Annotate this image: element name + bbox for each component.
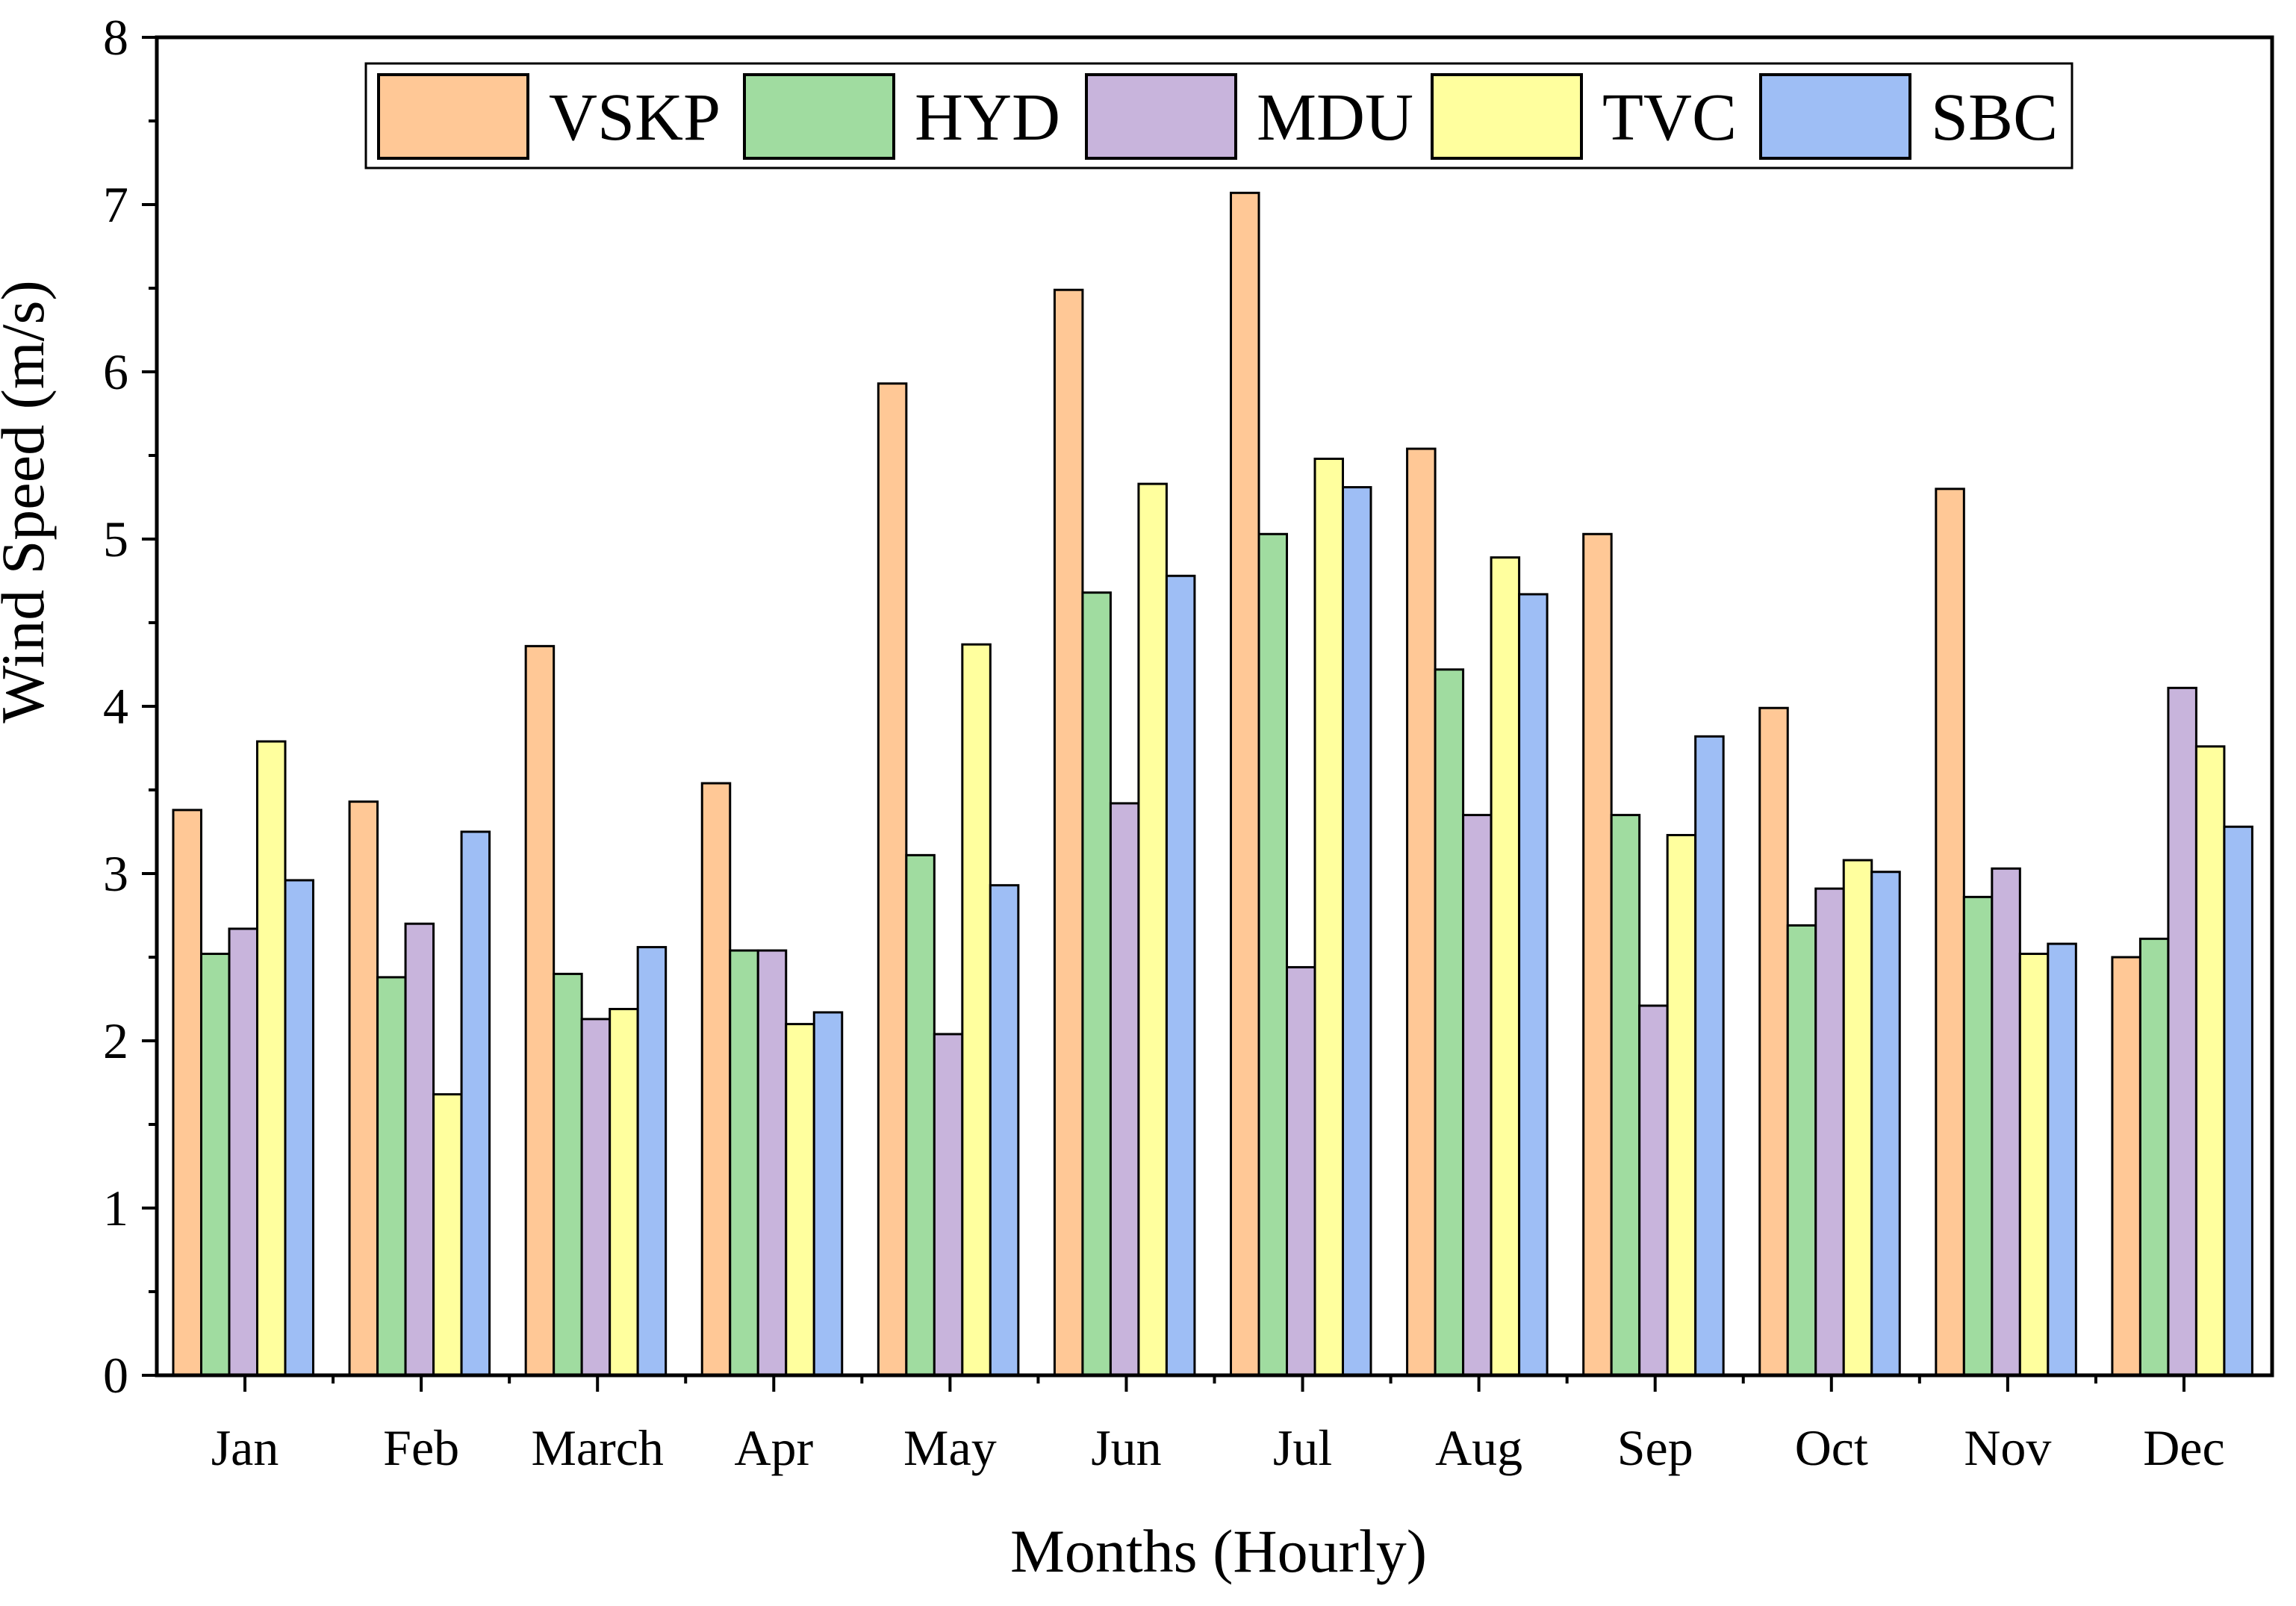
bar-mdu-jun bbox=[1109, 802, 1140, 1377]
bar-tvc-march bbox=[609, 1007, 639, 1377]
bar-vskp-apr bbox=[700, 782, 732, 1377]
x-tick-label-may: May bbox=[903, 1419, 997, 1476]
legend-swatch-tvc bbox=[1431, 73, 1583, 160]
legend: VSKP HYD MDU TVC SBC bbox=[364, 62, 2073, 169]
legend-label-mdu: MDU bbox=[1257, 81, 1413, 155]
legend-swatch-hyd bbox=[743, 73, 895, 160]
x-tick-label-sep: Sep bbox=[1617, 1419, 1693, 1476]
bar-sbc-dec bbox=[2223, 825, 2253, 1377]
bar-hyd-jan bbox=[200, 953, 231, 1377]
bar-sbc-apr bbox=[812, 1011, 844, 1377]
x-tick-label-feb: Feb bbox=[383, 1419, 459, 1476]
bar-vskp-jan bbox=[172, 809, 202, 1377]
bar-vskp-nov bbox=[1935, 488, 1965, 1377]
bar-hyd-nov bbox=[1962, 895, 1994, 1377]
x-tick-label-oct: Oct bbox=[1795, 1419, 1868, 1476]
bar-sbc-may bbox=[989, 884, 1020, 1377]
y-tick-label: 2 bbox=[103, 1012, 128, 1069]
axes-layer: 0 1 2 3 4 5 6 7 8 Jan Feb March Apr May Jun Jul Aug Sep Oc… bbox=[103, 9, 2274, 1476]
bar-hyd-jun bbox=[1081, 591, 1112, 1377]
bar-hyd-dec bbox=[2138, 937, 2170, 1377]
bar-tvc-dec bbox=[2194, 745, 2226, 1377]
bar-vskp-jul bbox=[1230, 191, 1260, 1377]
bar-mdu-jan bbox=[228, 927, 258, 1377]
bar-vskp-oct bbox=[1758, 706, 1789, 1377]
legend-swatch-mdu bbox=[1085, 73, 1237, 160]
y-tick-label: 7 bbox=[103, 176, 128, 233]
x-tick-label-jun: Jun bbox=[1091, 1419, 1161, 1476]
legend-label-sbc: SBC bbox=[1931, 81, 2058, 155]
bar-sbc-aug bbox=[1518, 593, 1549, 1377]
bar-mdu-dec bbox=[2167, 686, 2197, 1377]
bar-tvc-nov bbox=[2018, 953, 2050, 1377]
bar-vskp-jun bbox=[1053, 288, 1084, 1377]
bar-mdu-nov bbox=[1991, 867, 2021, 1377]
legend-swatch-sbc bbox=[1759, 73, 1911, 160]
bar-mdu-feb bbox=[404, 922, 435, 1377]
x-tick-label-aug: Aug bbox=[1435, 1419, 1522, 1476]
bar-mdu-march bbox=[580, 1018, 612, 1377]
bar-hyd-march bbox=[553, 972, 583, 1377]
bar-hyd-oct bbox=[1786, 924, 1817, 1377]
bar-tvc-oct bbox=[1842, 859, 1873, 1377]
legend-label-hyd: HYD bbox=[915, 81, 1060, 155]
bar-mdu-oct bbox=[1814, 887, 1845, 1377]
bar-vskp-sep bbox=[1582, 532, 1613, 1377]
bar-sbc-sep bbox=[1694, 735, 1725, 1377]
y-tick-label: 5 bbox=[103, 511, 128, 567]
bar-tvc-feb bbox=[432, 1093, 463, 1377]
bar-vskp-march bbox=[524, 644, 556, 1377]
legend-swatch-vskp bbox=[377, 73, 529, 160]
x-tick-label-jan: Jan bbox=[211, 1419, 279, 1476]
bar-hyd-jul bbox=[1257, 532, 1288, 1377]
bar-tvc-may bbox=[961, 643, 992, 1377]
bar-mdu-aug bbox=[1462, 814, 1493, 1377]
bar-hyd-may bbox=[905, 853, 936, 1377]
x-tick-label-nov: Nov bbox=[1964, 1419, 2051, 1476]
x-axis-title: Months (Hourly) bbox=[1010, 1517, 1427, 1585]
x-tick-label-march: March bbox=[531, 1419, 663, 1476]
y-axis-title: Wind Speed (m/s) bbox=[0, 280, 57, 723]
bar-hyd-sep bbox=[1610, 814, 1641, 1377]
bar-hyd-apr bbox=[729, 949, 759, 1377]
bar-sbc-feb bbox=[460, 830, 491, 1377]
bar-tvc-jul bbox=[1313, 457, 1344, 1377]
bar-sbc-jan bbox=[284, 879, 314, 1377]
y-tick-label: 4 bbox=[103, 678, 128, 735]
bar-tvc-apr bbox=[785, 1023, 815, 1377]
bar-sbc-nov bbox=[2047, 942, 2077, 1377]
bar-mdu-may bbox=[933, 1033, 964, 1377]
bar-sbc-march bbox=[636, 946, 668, 1377]
legend-label-tvc: TVC bbox=[1602, 81, 1737, 155]
y-tick-label: 3 bbox=[103, 845, 128, 902]
bar-sbc-jun bbox=[1165, 574, 1196, 1377]
bar-vskp-aug bbox=[1406, 447, 1437, 1377]
legend-label-vskp: VSKP bbox=[549, 81, 721, 155]
bar-vskp-feb bbox=[348, 800, 379, 1377]
bar-vskp-may bbox=[877, 382, 908, 1377]
bar-mdu-jul bbox=[1286, 965, 1316, 1377]
x-tick-label-jul: Jul bbox=[1273, 1419, 1332, 1476]
y-tick-label: 1 bbox=[103, 1180, 128, 1236]
bar-vskp-dec bbox=[2111, 956, 2141, 1377]
y-tick-label: 6 bbox=[103, 343, 128, 400]
x-tick-label-apr: Apr bbox=[734, 1419, 813, 1476]
x-tick-label-dec: Dec bbox=[2143, 1419, 2224, 1476]
bar-mdu-sep bbox=[1638, 1004, 1669, 1377]
bar-mdu-apr bbox=[756, 949, 788, 1377]
bar-sbc-jul bbox=[1342, 486, 1372, 1377]
bar-sbc-oct bbox=[1870, 871, 1901, 1377]
bar-tvc-aug bbox=[1490, 556, 1521, 1377]
bar-tvc-sep bbox=[1666, 833, 1697, 1377]
y-tick-label: 8 bbox=[103, 9, 128, 66]
y-tick-label: 0 bbox=[103, 1347, 128, 1404]
bar-hyd-feb bbox=[376, 976, 407, 1377]
bars-layer bbox=[172, 191, 2253, 1377]
bar-tvc-jan bbox=[256, 740, 287, 1377]
bar-hyd-aug bbox=[1434, 668, 1465, 1377]
bar-tvc-jun bbox=[1137, 482, 1168, 1377]
